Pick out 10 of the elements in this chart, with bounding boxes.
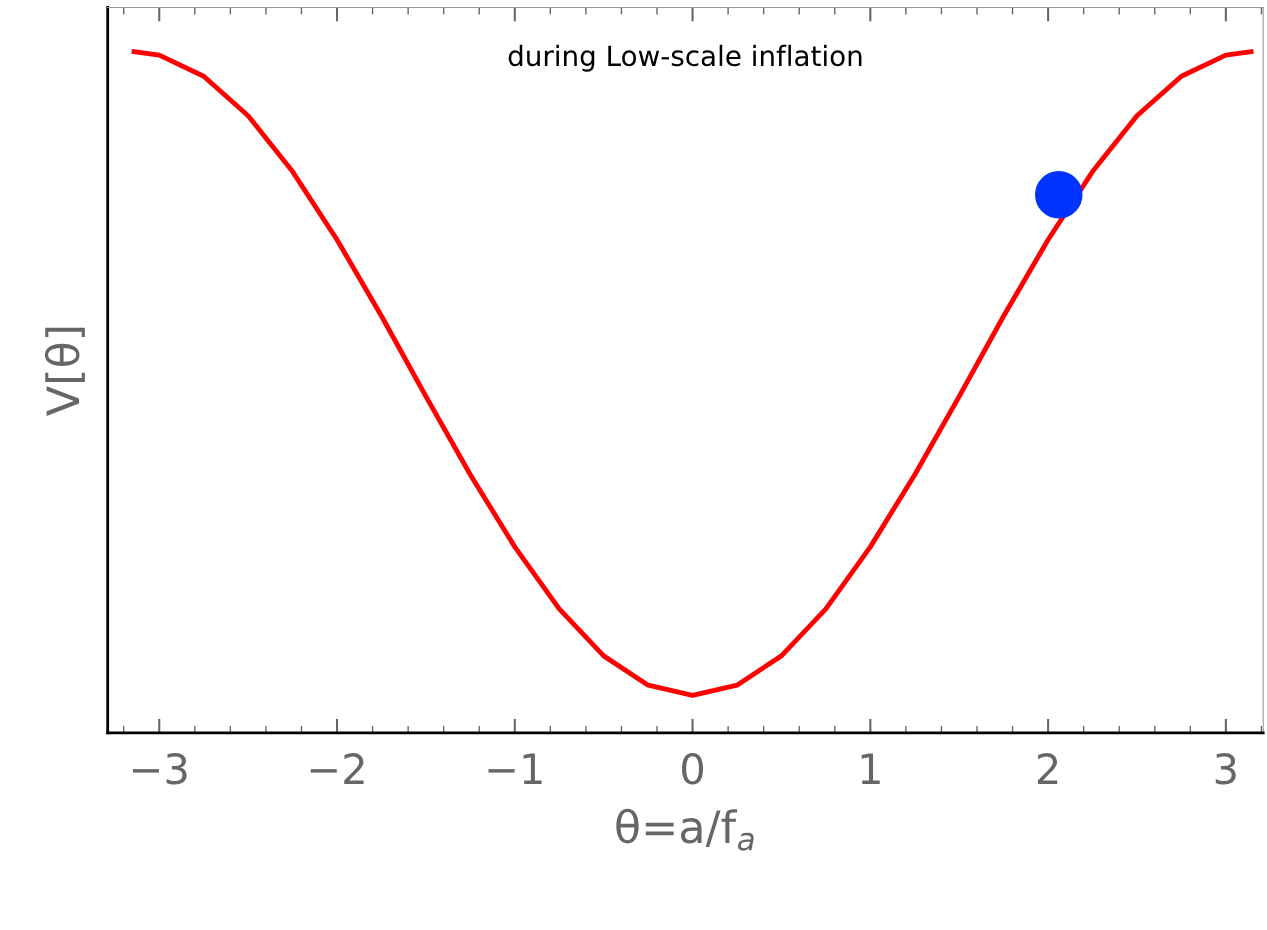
x-tick-label: −1 — [488, 753, 542, 784]
x-tick-label: 3 — [1215, 753, 1236, 785]
x-tick-label: −3 — [132, 753, 187, 785]
x-tick-label: 0 — [682, 753, 704, 785]
x-tick-label: 2 — [1037, 753, 1058, 784]
x-tick-label: −2 — [310, 753, 364, 784]
x-axis-title: θ=a/f$_{a}$ — [616, 808, 754, 851]
annotation: during Low-scale inflation — [508, 44, 862, 72]
y-axis-title: V[θ] — [44, 327, 85, 416]
x-tick-label: 1 — [861, 753, 880, 784]
